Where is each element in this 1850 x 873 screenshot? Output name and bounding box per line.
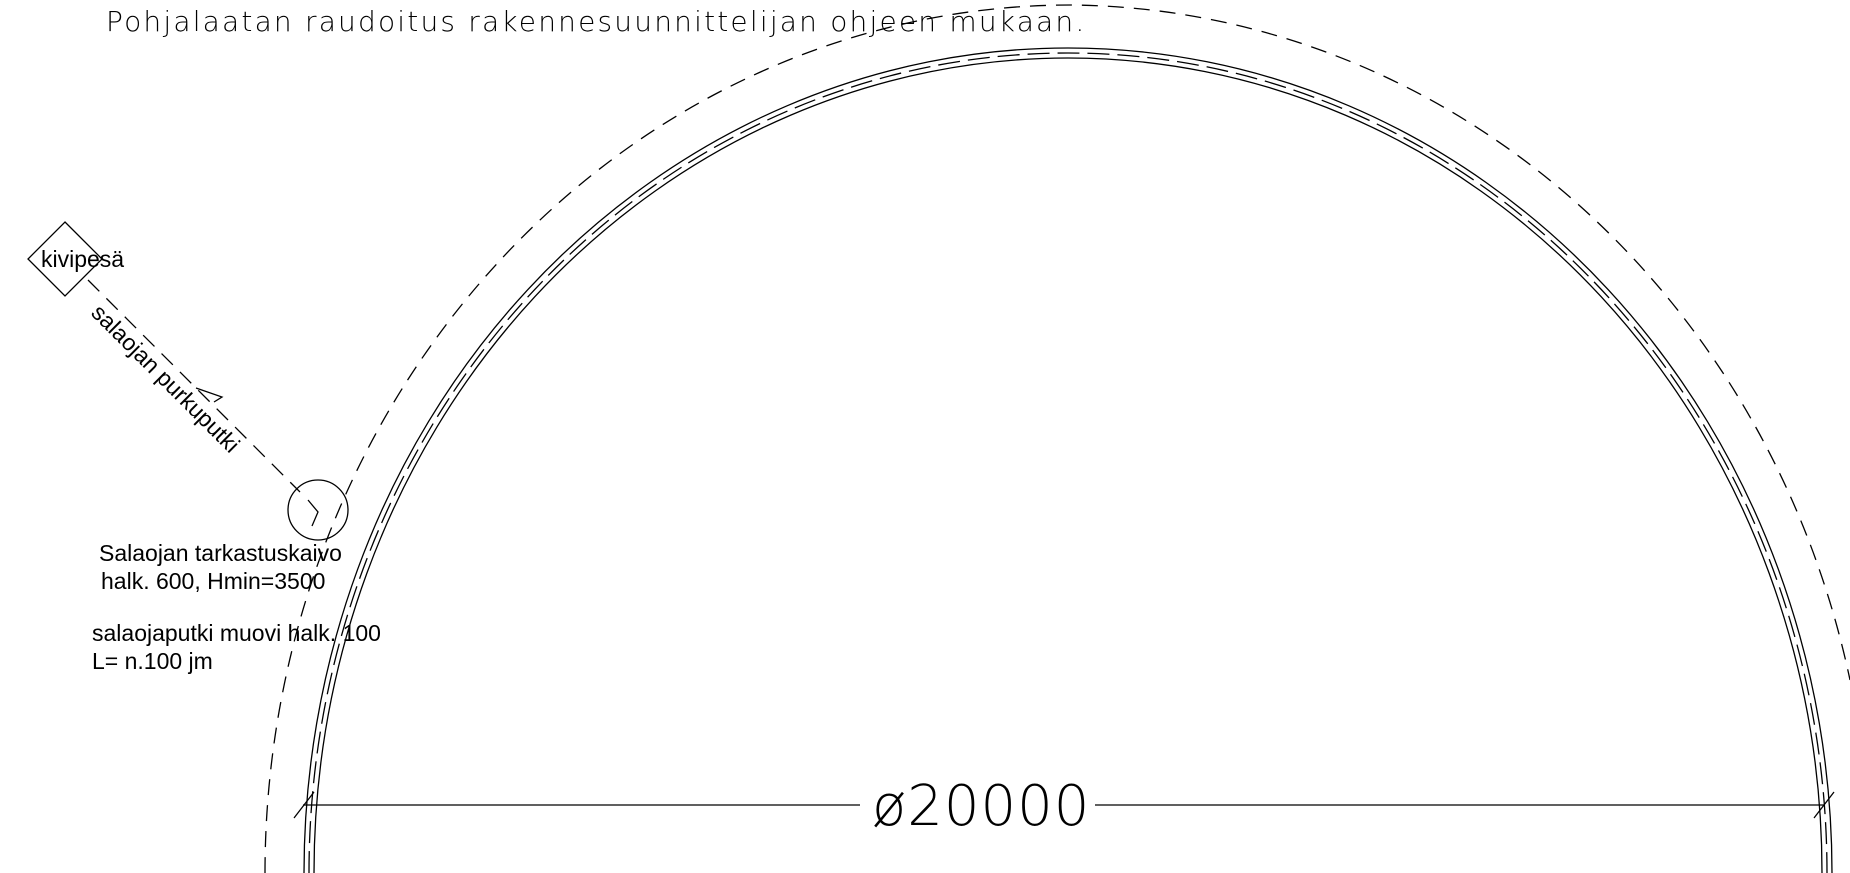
stone-pit-symbol bbox=[27, 221, 103, 297]
flow-arrow bbox=[195, 387, 224, 403]
slab-dashed-edge bbox=[308, 52, 1828, 873]
slab-outer-edge bbox=[303, 47, 1833, 873]
outlet-pipe-label: salaojan purkuputki bbox=[86, 299, 245, 458]
inspection-well-symbol bbox=[287, 479, 349, 541]
diameter-dimension: ø20000 bbox=[872, 774, 1090, 839]
dimension-tick-left bbox=[293, 791, 315, 819]
inspection-well-label-line1: Salaojan tarkastuskaivo bbox=[99, 540, 342, 566]
dimension-tick-right bbox=[1813, 791, 1835, 819]
stone-pit-label: kivipesä bbox=[41, 246, 124, 272]
outlet-pipe-line bbox=[87, 279, 301, 493]
inspection-well-label-line2: halk. 600, Hmin=3500 bbox=[101, 568, 325, 594]
drain-pipe-label-line2: L= n.100 jm bbox=[92, 648, 213, 674]
drain-pipe-ring bbox=[264, 4, 1850, 873]
top-note: Pohjalaatan raudoitus rakennesuunnitteli… bbox=[106, 5, 1086, 38]
drain-pipe-label-line1: salaojaputki muovi halk. 100 bbox=[92, 620, 381, 646]
inspection-well-arrow bbox=[307, 499, 319, 527]
slab-inner-edge bbox=[313, 57, 1823, 873]
